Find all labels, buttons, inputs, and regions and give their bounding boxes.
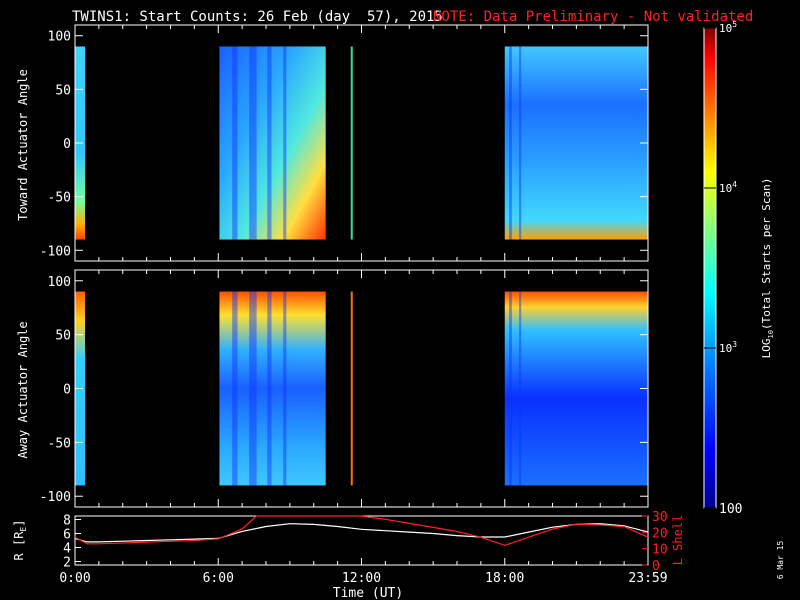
data-streak bbox=[519, 291, 522, 486]
eph-ylabel-left: R [RE] bbox=[12, 520, 28, 561]
data-streak bbox=[232, 291, 238, 486]
toward-panel: 100 50 0 -50 -100 bbox=[40, 24, 649, 262]
away-panel: 100 50 0 -50 -100 bbox=[40, 269, 649, 508]
ytick-label: -100 bbox=[40, 490, 71, 505]
ytick-label: -100 bbox=[40, 244, 71, 259]
xtick-label: 18:00 bbox=[485, 571, 524, 586]
xtick-label: 6:00 bbox=[203, 571, 234, 586]
lshell-series-line bbox=[74, 515, 649, 547]
xtick-label: 12:00 bbox=[342, 571, 381, 586]
ytick-label: 100 bbox=[48, 30, 71, 45]
data-streak bbox=[249, 46, 257, 240]
ytick-label: -50 bbox=[48, 191, 71, 206]
ytick-label-left: 8 bbox=[63, 514, 71, 529]
ytick-label: 50 bbox=[55, 329, 71, 344]
colorbar: 105 104 103 100 bbox=[703, 20, 742, 517]
colorbar-label: LOG10(Total Starts per Scan) bbox=[760, 178, 775, 359]
chart-title: TWINS1: Start Counts: 26 Feb (day 57), 2… bbox=[72, 9, 443, 25]
ytick-label-left: 2 bbox=[63, 556, 71, 571]
ytick-label: 0 bbox=[63, 137, 71, 152]
ytick-label-left: 6 bbox=[63, 528, 71, 543]
colorbar-tick-label: 104 bbox=[719, 180, 737, 195]
data-block bbox=[350, 291, 353, 486]
data-block bbox=[219, 46, 326, 240]
ytick-label-right: 30 bbox=[652, 510, 668, 525]
data-streak bbox=[267, 46, 272, 240]
data-streak bbox=[509, 291, 512, 486]
colorbar-tick-label: 103 bbox=[719, 340, 737, 355]
data-block bbox=[350, 46, 353, 240]
r-series-line bbox=[74, 523, 649, 543]
data-block bbox=[219, 291, 326, 486]
data-block bbox=[504, 291, 648, 486]
data-streak bbox=[249, 291, 257, 486]
data-streak bbox=[509, 46, 512, 240]
data-block bbox=[504, 46, 648, 240]
eph-ylabel-right: L Shell bbox=[671, 515, 685, 566]
ytick-label: 50 bbox=[55, 83, 71, 98]
data-streak bbox=[232, 46, 238, 240]
xtick-label: 23:59 bbox=[628, 571, 667, 586]
data-streak bbox=[283, 46, 287, 240]
colorbar-scale bbox=[703, 27, 717, 509]
ytick-label-right: 10 bbox=[652, 543, 668, 558]
ytick-label: -50 bbox=[48, 436, 71, 451]
data-streak bbox=[283, 291, 287, 486]
xaxis-title: Time (UT) bbox=[333, 586, 403, 600]
date-stamp: 6 Mar 15 bbox=[776, 541, 785, 580]
data-streak bbox=[267, 291, 272, 486]
toward-ylabel: Toward Actuator Angle bbox=[16, 69, 30, 221]
ytick-label: 100 bbox=[48, 275, 71, 290]
data-streak bbox=[519, 46, 522, 240]
ytick-label: 0 bbox=[63, 383, 71, 398]
ytick-label-right: 0 bbox=[652, 559, 660, 574]
colorbar-tick-label: 100 bbox=[719, 502, 742, 517]
preliminary-note: NOTE: Data Preliminary - Not validated bbox=[433, 9, 753, 25]
ytick-label-right: 20 bbox=[652, 526, 668, 541]
xtick-label: 0:00 bbox=[59, 571, 90, 586]
ytick-label-left: 4 bbox=[63, 542, 71, 557]
away-ylabel: Away Actuator Angle bbox=[16, 321, 30, 458]
colorbar-tick-label: 105 bbox=[719, 20, 737, 35]
